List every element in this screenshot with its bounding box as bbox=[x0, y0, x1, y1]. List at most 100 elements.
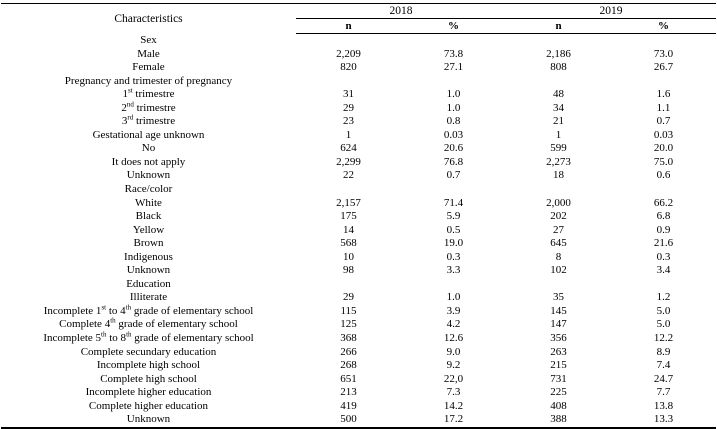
row-label: Complete secundary education bbox=[80, 345, 217, 358]
cell-n-2018: 2,157 bbox=[336, 196, 361, 209]
cell-percent-2018: 12.6 bbox=[443, 332, 464, 345]
cell-n-2018: 2,209 bbox=[336, 47, 361, 60]
cell-n-2018: 23 bbox=[343, 115, 354, 128]
ordinal-superscript: nd bbox=[126, 100, 134, 109]
row-label: 3rd trimestre bbox=[121, 113, 176, 128]
cell-percent-2019: 0.3 bbox=[656, 250, 671, 263]
table-row: White 2,157 71.4 2,000 66.2 bbox=[1, 197, 716, 211]
cell-n-2018: 175 bbox=[340, 210, 357, 223]
table-row: Unknown 22 0.7 18 0.6 bbox=[1, 169, 716, 183]
row-label: Gestational age unknown bbox=[92, 128, 205, 141]
cell-percent-2019: 1.2 bbox=[656, 291, 671, 304]
table-row: Complete high school 651 22,0 731 24.7 bbox=[1, 373, 716, 387]
cell-n-2019: 102 bbox=[550, 264, 567, 277]
cell-percent-2019 bbox=[611, 34, 716, 48]
cell-n-2019: 388 bbox=[550, 413, 567, 426]
row-label: Incomplete 1st to 4th grade of elementar… bbox=[43, 303, 254, 317]
table-row: No 624 20.6 599 20.0 bbox=[1, 142, 716, 156]
cell-n-2019: 225 bbox=[550, 386, 567, 399]
cell-percent-2018: 22,0 bbox=[443, 372, 464, 385]
cell-percent-2019: 0.9 bbox=[656, 223, 671, 236]
table-row: Gestational age unknown 1 0.03 1 0.03 bbox=[1, 129, 716, 143]
cell-percent-2018: 1.0 bbox=[446, 291, 461, 304]
cell-n-2019: 2,186 bbox=[546, 47, 571, 60]
cell-percent-2019 bbox=[611, 183, 716, 197]
cell-n-2019: 34 bbox=[553, 101, 564, 114]
table-row: Unknown 98 3.3 102 3.4 bbox=[1, 264, 716, 278]
ordinal-superscript: th bbox=[126, 330, 132, 339]
percent-2018-header: % bbox=[401, 18, 506, 34]
cell-n-2018: 500 bbox=[340, 413, 357, 426]
cell-n-2019: 408 bbox=[550, 399, 567, 412]
table-row: Yellow 14 0.5 27 0.9 bbox=[1, 224, 716, 238]
cell-percent-2019: 5.0 bbox=[656, 318, 671, 331]
row-label: Brown bbox=[133, 237, 164, 250]
cell-n-2019: 2,273 bbox=[546, 155, 571, 168]
cell-percent-2018: 0.5 bbox=[446, 223, 461, 236]
table-row: Complete higher education 419 14.2 408 13.8 bbox=[1, 400, 716, 414]
cell-percent-2019: 0.6 bbox=[656, 169, 671, 182]
row-label: Unknown bbox=[126, 264, 171, 277]
cell-n-2019 bbox=[506, 278, 611, 292]
cell-n-2018: 10 bbox=[343, 250, 354, 263]
cell-n-2019: 1 bbox=[555, 128, 562, 141]
row-label: Complete higher education bbox=[88, 399, 209, 412]
row-label: Sex bbox=[140, 33, 157, 46]
cell-percent-2018: 0.3 bbox=[446, 250, 461, 263]
table-row: Complete 4th grade of elementary school 1… bbox=[1, 317, 716, 332]
cell-percent-2019: 66.2 bbox=[653, 196, 674, 209]
cell-percent-2019: 1.6 bbox=[656, 88, 671, 101]
cell-percent-2018: 17.2 bbox=[443, 413, 464, 426]
section-row: Pregnancy and trimester of pregnancy bbox=[1, 75, 716, 89]
ordinal-superscript: st bbox=[127, 86, 133, 95]
cell-percent-2019: 21.6 bbox=[653, 237, 674, 250]
cell-n-2018: 1 bbox=[345, 128, 352, 141]
cell-percent-2019: 6.8 bbox=[656, 210, 671, 223]
cell-n-2019: 27 bbox=[553, 223, 564, 236]
table-row: Incomplete 1st to 4th grade of elementar… bbox=[1, 303, 716, 319]
cell-percent-2018 bbox=[401, 34, 506, 48]
table-row: 1st trimestre 31 1.0 48 1.6 bbox=[1, 86, 716, 102]
cell-percent-2018: 3.3 bbox=[446, 264, 461, 277]
cell-n-2019: 35 bbox=[553, 291, 564, 304]
cell-percent-2018: 71.4 bbox=[443, 196, 464, 209]
n-2019-header: n bbox=[506, 18, 611, 34]
cell-n-2019 bbox=[506, 34, 611, 48]
section-row: Race/color bbox=[1, 183, 716, 197]
row-label: Female bbox=[132, 61, 165, 74]
cell-n-2019: 147 bbox=[550, 318, 567, 331]
cell-n-2018: 2,299 bbox=[336, 155, 361, 168]
cell-n-2018: 29 bbox=[343, 291, 354, 304]
cell-n-2019: 48 bbox=[553, 88, 564, 101]
cell-percent-2018: 76.8 bbox=[443, 155, 464, 168]
cell-percent-2018: 14.2 bbox=[443, 399, 464, 412]
row-label: Unknown bbox=[126, 413, 171, 426]
row-label: 1st trimestre bbox=[122, 86, 175, 101]
cell-percent-2018: 0.8 bbox=[446, 115, 461, 128]
table-row: Male 2,209 73.8 2,186 73.0 bbox=[1, 48, 716, 62]
cell-percent-2018 bbox=[401, 278, 506, 292]
section-row: Education bbox=[1, 278, 716, 292]
cell-n-2019: 599 bbox=[550, 142, 567, 155]
cell-percent-2018: 7.3 bbox=[446, 386, 461, 399]
ordinal-superscript: rd bbox=[127, 113, 134, 122]
cell-percent-2018: 0.7 bbox=[446, 169, 461, 182]
cell-n-2019: 202 bbox=[550, 210, 567, 223]
cell-percent-2018: 3.9 bbox=[446, 304, 461, 317]
cell-n-2018: 22 bbox=[343, 169, 354, 182]
cell-n-2018 bbox=[296, 183, 401, 197]
characteristics-header: Characteristics bbox=[1, 3, 296, 34]
cell-n-2019: 21 bbox=[553, 115, 564, 128]
n-2018-header: n bbox=[296, 18, 401, 34]
cell-percent-2019: 20.0 bbox=[653, 142, 674, 155]
year-2019-header: 2019 bbox=[506, 3, 716, 19]
row-label: Complete high school bbox=[100, 372, 197, 385]
cell-n-2018: 368 bbox=[340, 332, 357, 345]
table-row: Brown 568 19.0 645 21.6 bbox=[1, 237, 716, 251]
cell-percent-2019: 1.1 bbox=[656, 101, 671, 114]
cell-percent-2019: 12.2 bbox=[653, 332, 674, 345]
row-label: Male bbox=[137, 47, 160, 60]
cell-percent-2018: 1.0 bbox=[446, 101, 461, 114]
cell-n-2019: 145 bbox=[550, 304, 567, 317]
cell-percent-2018: 4.2 bbox=[446, 318, 461, 331]
